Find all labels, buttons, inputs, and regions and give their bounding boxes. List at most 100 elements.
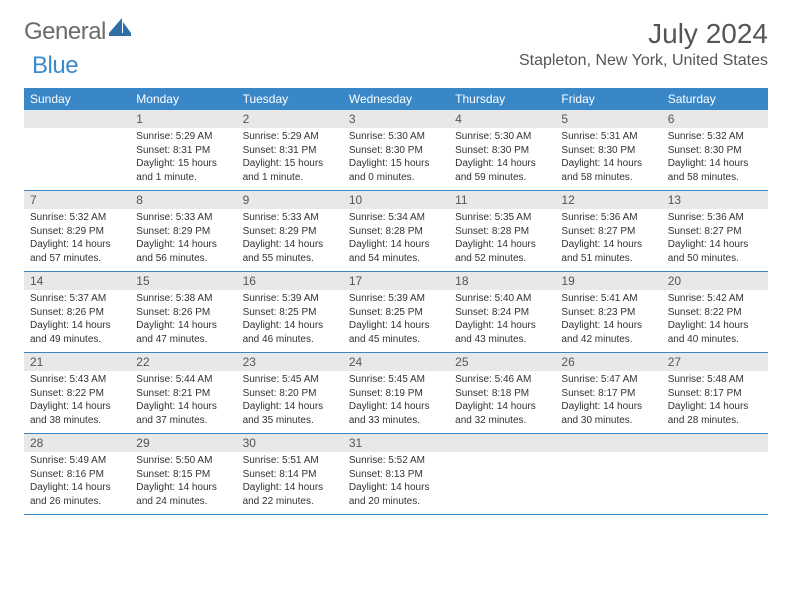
- weekday-cell: Thursday: [449, 88, 555, 110]
- day-content: Sunrise: 5:32 AMSunset: 8:30 PMDaylight:…: [662, 130, 768, 184]
- daylight-text: Daylight: 14 hours and 46 minutes.: [243, 319, 337, 346]
- daylight-text: Daylight: 14 hours and 24 minutes.: [136, 481, 230, 508]
- daylight-text: Daylight: 14 hours and 30 minutes.: [561, 400, 655, 427]
- day-content: Sunrise: 5:48 AMSunset: 8:17 PMDaylight:…: [662, 373, 768, 427]
- day-content: Sunrise: 5:46 AMSunset: 8:18 PMDaylight:…: [449, 373, 555, 427]
- weekday-cell: Tuesday: [237, 88, 343, 110]
- week-row: 28Sunrise: 5:49 AMSunset: 8:16 PMDayligh…: [24, 434, 768, 515]
- sunset-text: Sunset: 8:25 PM: [243, 306, 337, 320]
- sunset-text: Sunset: 8:30 PM: [561, 144, 655, 158]
- day-content: Sunrise: 5:37 AMSunset: 8:26 PMDaylight:…: [24, 292, 130, 346]
- day-cell: [24, 110, 130, 190]
- sunrise-text: Sunrise: 5:36 AM: [668, 211, 762, 225]
- sunset-text: Sunset: 8:16 PM: [30, 468, 124, 482]
- sunrise-text: Sunrise: 5:30 AM: [349, 130, 443, 144]
- daylight-text: Daylight: 14 hours and 54 minutes.: [349, 238, 443, 265]
- sunset-text: Sunset: 8:18 PM: [455, 387, 549, 401]
- day-content: Sunrise: 5:52 AMSunset: 8:13 PMDaylight:…: [343, 454, 449, 508]
- day-cell: [555, 434, 661, 514]
- day-content: Sunrise: 5:44 AMSunset: 8:21 PMDaylight:…: [130, 373, 236, 427]
- day-number: 10: [343, 191, 449, 209]
- daylight-text: Daylight: 14 hours and 38 minutes.: [30, 400, 124, 427]
- sunrise-text: Sunrise: 5:29 AM: [243, 130, 337, 144]
- day-content: Sunrise: 5:47 AMSunset: 8:17 PMDaylight:…: [555, 373, 661, 427]
- calendar: SundayMondayTuesdayWednesdayThursdayFrid…: [24, 88, 768, 515]
- weekday-cell: Wednesday: [343, 88, 449, 110]
- sunset-text: Sunset: 8:23 PM: [561, 306, 655, 320]
- day-number: 9: [237, 191, 343, 209]
- daylight-text: Daylight: 14 hours and 49 minutes.: [30, 319, 124, 346]
- day-number: 12: [555, 191, 661, 209]
- daylight-text: Daylight: 14 hours and 55 minutes.: [243, 238, 337, 265]
- daylight-text: Daylight: 14 hours and 56 minutes.: [136, 238, 230, 265]
- day-cell: 22Sunrise: 5:44 AMSunset: 8:21 PMDayligh…: [130, 353, 236, 433]
- day-number: 20: [662, 272, 768, 290]
- sunrise-text: Sunrise: 5:44 AM: [136, 373, 230, 387]
- location-text: Stapleton, New York, United States: [519, 52, 768, 70]
- daylight-text: Daylight: 14 hours and 20 minutes.: [349, 481, 443, 508]
- sunset-text: Sunset: 8:29 PM: [30, 225, 124, 239]
- daylight-text: Daylight: 15 hours and 0 minutes.: [349, 157, 443, 184]
- day-cell: 6Sunrise: 5:32 AMSunset: 8:30 PMDaylight…: [662, 110, 768, 190]
- daylight-text: Daylight: 14 hours and 59 minutes.: [455, 157, 549, 184]
- day-number-empty: [555, 434, 661, 452]
- sunrise-text: Sunrise: 5:32 AM: [668, 130, 762, 144]
- day-content: Sunrise: 5:50 AMSunset: 8:15 PMDaylight:…: [130, 454, 236, 508]
- day-number: 26: [555, 353, 661, 371]
- day-number: 1: [130, 110, 236, 128]
- weekday-header-row: SundayMondayTuesdayWednesdayThursdayFrid…: [24, 88, 768, 110]
- sunset-text: Sunset: 8:24 PM: [455, 306, 549, 320]
- day-content: Sunrise: 5:40 AMSunset: 8:24 PMDaylight:…: [449, 292, 555, 346]
- day-number: 25: [449, 353, 555, 371]
- day-number: 18: [449, 272, 555, 290]
- day-cell: 20Sunrise: 5:42 AMSunset: 8:22 PMDayligh…: [662, 272, 768, 352]
- weeks-container: 1 Sunrise: 5:29 AMSunset: 8:31 PMDaylight…: [24, 110, 768, 515]
- page: General July 2024 Stapleton, New York, U…: [0, 0, 792, 527]
- daylight-text: Daylight: 14 hours and 32 minutes.: [455, 400, 549, 427]
- day-content: Sunrise: 5:39 AMSunset: 8:25 PMDaylight:…: [343, 292, 449, 346]
- sunset-text: Sunset: 8:30 PM: [455, 144, 549, 158]
- day-number-empty: [449, 434, 555, 452]
- sunrise-text: Sunrise: 5:52 AM: [349, 454, 443, 468]
- sunrise-text: Sunrise: 5:51 AM: [243, 454, 337, 468]
- week-row: 1 Sunrise: 5:29 AMSunset: 8:31 PMDaylight…: [24, 110, 768, 191]
- title-block: July 2024 Stapleton, New York, United St…: [519, 18, 768, 70]
- sunset-text: Sunset: 8:15 PM: [136, 468, 230, 482]
- sunrise-text: Sunrise: 5:48 AM: [668, 373, 762, 387]
- sunrise-text: Sunrise: 5:33 AM: [243, 211, 337, 225]
- day-content: Sunrise: 5:45 AMSunset: 8:20 PMDaylight:…: [237, 373, 343, 427]
- day-cell: 27Sunrise: 5:48 AMSunset: 8:17 PMDayligh…: [662, 353, 768, 433]
- day-number: 30: [237, 434, 343, 452]
- sunrise-text: Sunrise: 5:37 AM: [30, 292, 124, 306]
- day-number: 16: [237, 272, 343, 290]
- day-content: Sunrise: 5:30 AMSunset: 8:30 PMDaylight:…: [343, 130, 449, 184]
- sunrise-text: Sunrise: 5:35 AM: [455, 211, 549, 225]
- week-row: 7Sunrise: 5:32 AMSunset: 8:29 PMDaylight…: [24, 191, 768, 272]
- sunset-text: Sunset: 8:27 PM: [668, 225, 762, 239]
- day-cell: 8Sunrise: 5:33 AMSunset: 8:29 PMDaylight…: [130, 191, 236, 271]
- day-cell: 11Sunrise: 5:35 AMSunset: 8:28 PMDayligh…: [449, 191, 555, 271]
- sunrise-text: Sunrise: 5:32 AM: [30, 211, 124, 225]
- brand-part2: Blue: [32, 52, 78, 80]
- day-cell: 12Sunrise: 5:36 AMSunset: 8:27 PMDayligh…: [555, 191, 661, 271]
- daylight-text: Daylight: 14 hours and 57 minutes.: [30, 238, 124, 265]
- day-cell: 25 Sunrise: 5:46 AMSunset: 8:18 PMDayligh…: [449, 353, 555, 433]
- day-content: Sunrise: 5:31 AMSunset: 8:30 PMDaylight:…: [555, 130, 661, 184]
- sunset-text: Sunset: 8:26 PM: [136, 306, 230, 320]
- sunset-text: Sunset: 8:30 PM: [349, 144, 443, 158]
- day-number: 5: [555, 110, 661, 128]
- daylight-text: Daylight: 14 hours and 37 minutes.: [136, 400, 230, 427]
- day-content: Sunrise: 5:32 AMSunset: 8:29 PMDaylight:…: [24, 211, 130, 265]
- day-number: 2: [237, 110, 343, 128]
- day-content: Sunrise: 5:39 AMSunset: 8:25 PMDaylight:…: [237, 292, 343, 346]
- day-number: 11: [449, 191, 555, 209]
- day-content: Sunrise: 5:29 AMSunset: 8:31 PMDaylight:…: [130, 130, 236, 184]
- weekday-cell: Friday: [555, 88, 661, 110]
- sunrise-text: Sunrise: 5:43 AM: [30, 373, 124, 387]
- day-number: 3: [343, 110, 449, 128]
- daylight-text: Daylight: 14 hours and 28 minutes.: [668, 400, 762, 427]
- daylight-text: Daylight: 14 hours and 43 minutes.: [455, 319, 549, 346]
- sunrise-text: Sunrise: 5:45 AM: [349, 373, 443, 387]
- day-cell: 3 Sunrise: 5:30 AMSunset: 8:30 PMDaylight…: [343, 110, 449, 190]
- day-content: Sunrise: 5:36 AMSunset: 8:27 PMDaylight:…: [662, 211, 768, 265]
